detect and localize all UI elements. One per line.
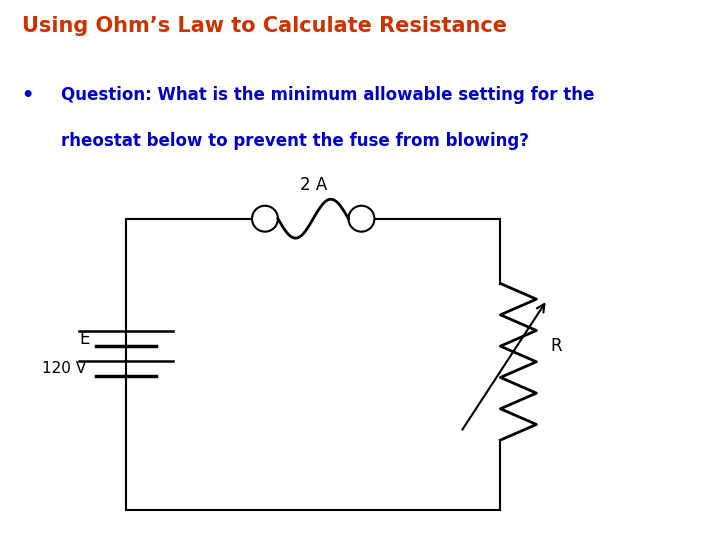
Text: •: • [22,86,34,105]
Text: Using Ohm’s Law to Calculate Resistance: Using Ohm’s Law to Calculate Resistance [22,16,507,36]
Text: 120 V: 120 V [42,361,86,376]
Text: E: E [80,329,90,348]
Ellipse shape [348,206,374,232]
Text: Question: What is the minimum allowable setting for the: Question: What is the minimum allowable … [61,86,595,104]
Ellipse shape [252,206,278,232]
Text: rheostat below to prevent the fuse from blowing?: rheostat below to prevent the fuse from … [61,132,529,150]
Text: R: R [551,336,562,355]
Text: 2 A: 2 A [300,177,327,194]
